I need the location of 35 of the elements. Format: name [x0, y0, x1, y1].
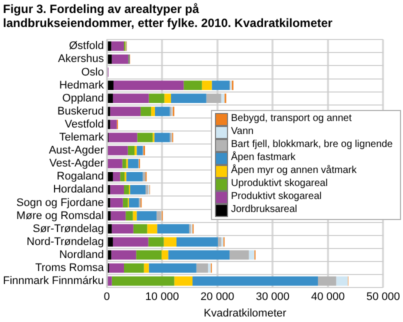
legend-label: Åpen myr og annen våtmark	[231, 165, 357, 178]
y-tick-label: Rogaland	[56, 170, 104, 183]
x-tick-label: 30 000	[256, 291, 290, 304]
y-tick-label: Nordland	[59, 249, 104, 261]
x-tick-label: 40 000	[311, 291, 345, 304]
y-tick-label: Møre og Romsdal	[16, 210, 104, 222]
y-tick-label: Hordaland	[53, 184, 104, 196]
x-axis-title: Kvadratkilometer	[204, 307, 287, 320]
y-tick-label: Akershus	[58, 53, 104, 66]
legend-label: Uproduktivt skogareal	[231, 178, 328, 191]
legend-label: Jordbruksareal	[231, 204, 298, 217]
y-tick-label: Sør-Trøndelag	[32, 222, 104, 235]
y-tick-label: Vest-Agder	[49, 158, 104, 170]
legend-label: Åpen fastmark	[231, 152, 296, 164]
legend-label: Bart fjell, blokkmark, bre og lignende	[231, 139, 393, 151]
x-tick-label: 0	[104, 291, 110, 304]
y-tick-label: Oppland	[62, 92, 104, 104]
y-tick-label: Finnmark Finnmárku	[3, 275, 104, 288]
x-tick-label: 10 000	[145, 291, 179, 304]
legend-label: Vann	[231, 126, 254, 139]
x-tick-label: 50 000	[366, 291, 400, 304]
x-tick-label: 20 000	[200, 291, 234, 304]
y-tick-label: Hedmark	[59, 79, 104, 92]
y-tick-label: Oslo	[81, 66, 104, 78]
y-tick-label: Sogn og Fjordane	[16, 196, 104, 209]
y-tick-label: Østfold	[69, 40, 104, 52]
y-tick-label: Aust-Agder	[48, 144, 104, 157]
y-tick-label: Nord-Trøndelag	[26, 236, 104, 248]
y-tick-label: Telemark	[59, 132, 104, 144]
y-tick-label: Vestfold	[64, 118, 104, 130]
y-tick-label: Troms Romsa	[35, 262, 105, 274]
legend-label: Bebygd, transport og annet	[231, 113, 352, 126]
y-tick-label: Buskerud	[57, 105, 104, 118]
chart-title: Figur 3. Fordeling av arealtyper på landbrukseiendommer, etter fylke. 2010. Kvadratkilometer	[2, 1, 334, 30]
legend-label: Produktivt skogareal	[231, 191, 322, 204]
